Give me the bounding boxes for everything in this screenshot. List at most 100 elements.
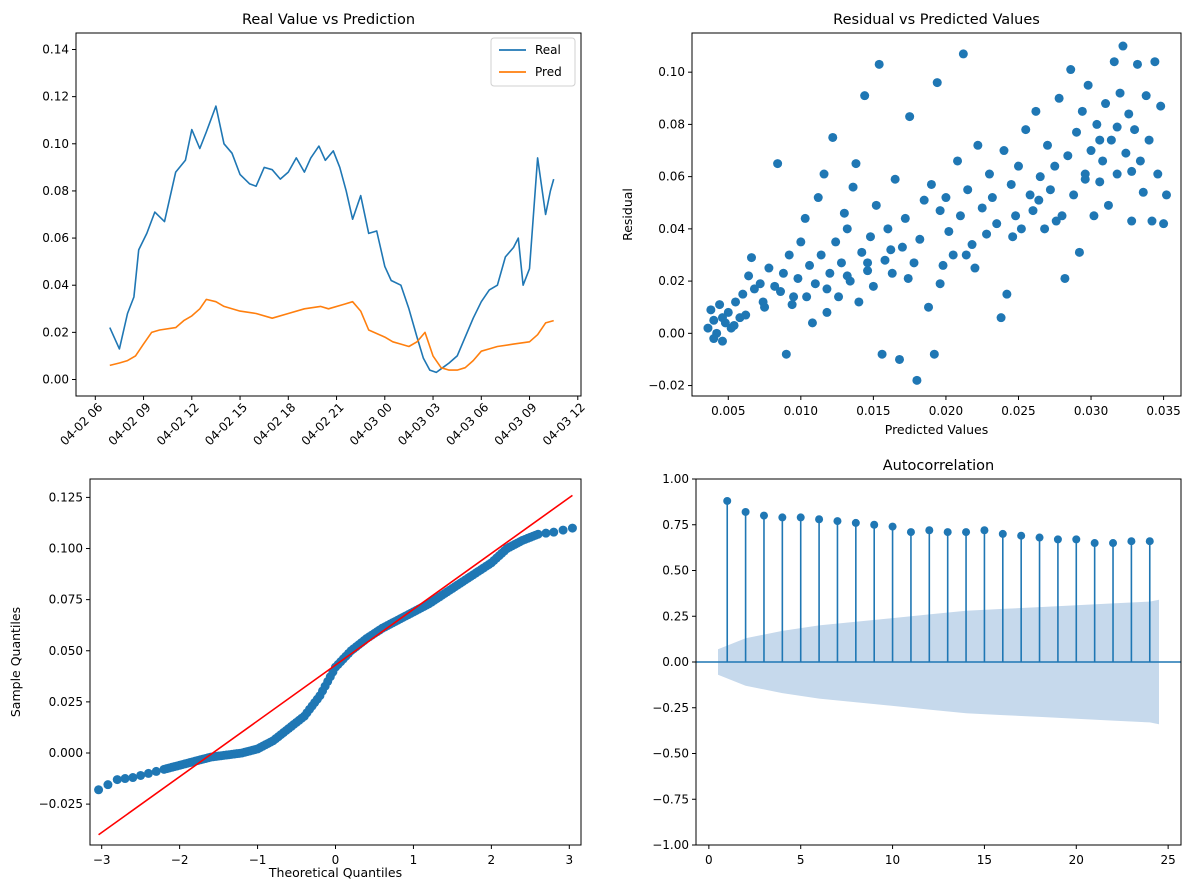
- x-tick-label: 0.035: [1146, 404, 1180, 418]
- data-point: [1103, 200, 1113, 210]
- data-point: [848, 182, 858, 192]
- data-point: [932, 78, 942, 88]
- data-point: [825, 268, 835, 278]
- data-point: [854, 297, 864, 307]
- y-tick-label: 0.04: [42, 278, 69, 292]
- data-point: [903, 273, 913, 283]
- stem-marker: [815, 515, 824, 524]
- data-point: [567, 523, 577, 533]
- data-point: [883, 224, 893, 234]
- data-point: [1156, 101, 1166, 111]
- series-line-pred: [109, 298, 554, 371]
- y-tick-label: 0.00: [658, 326, 685, 340]
- data-point: [103, 780, 113, 790]
- data-point: [1066, 65, 1076, 75]
- data-point: [1050, 161, 1060, 171]
- x-tick-label: 04-02 12: [154, 400, 202, 448]
- y-tick-label: 0.02: [658, 274, 685, 288]
- stem-marker: [925, 526, 934, 535]
- y-tick-label: 0.06: [42, 231, 69, 245]
- data-point: [1159, 219, 1169, 229]
- data-point: [886, 245, 896, 255]
- data-point: [1080, 174, 1090, 184]
- data-point: [741, 310, 751, 320]
- x-tick-label: 0.015: [856, 404, 890, 418]
- data-point: [773, 159, 783, 169]
- data-point: [1118, 41, 1128, 51]
- data-point: [717, 313, 727, 323]
- y-tick-label: 0.06: [658, 170, 685, 184]
- x-tick-label: 04-02 21: [299, 400, 347, 448]
- data-point: [987, 193, 997, 203]
- stem-marker: [888, 522, 897, 531]
- data-point: [822, 307, 832, 317]
- stem-marker: [998, 529, 1007, 538]
- panel-3: −0.025 0.000 0.025 0.050 0.075 0.100 0.125 −3 −2…: [8, 478, 582, 880]
- data-point: [851, 159, 861, 169]
- x-tick-label: 04-03 00: [347, 400, 395, 448]
- data-point: [112, 775, 122, 785]
- data-point: [706, 305, 716, 315]
- data-point: [1045, 185, 1055, 195]
- y-tick-label: 0.075: [49, 593, 83, 607]
- data-point: [865, 232, 875, 242]
- data-point: [128, 773, 138, 783]
- data-point: [1077, 106, 1087, 116]
- data-point: [1054, 93, 1064, 103]
- data-point: [863, 258, 873, 268]
- data-point: [1121, 148, 1131, 158]
- data-point: [1060, 273, 1070, 283]
- data-point: [796, 237, 806, 247]
- data-point: [1124, 109, 1134, 119]
- x-tick-label: 1: [410, 853, 418, 867]
- y-tick-label: 0.14: [42, 43, 69, 57]
- stem-marker: [723, 496, 732, 505]
- y-tick-label: 1.00: [662, 472, 689, 486]
- data-point: [1072, 127, 1082, 137]
- data-point: [1074, 247, 1084, 257]
- data-point: [1161, 190, 1171, 200]
- y-tick-label: −0.75: [652, 792, 689, 806]
- data-point: [1115, 88, 1125, 98]
- data-point: [709, 334, 719, 344]
- data-point: [822, 284, 832, 294]
- data-point: [868, 281, 878, 291]
- data-point: [905, 112, 915, 122]
- x-tick-label: 0.025: [1001, 404, 1035, 418]
- stem-marker: [870, 520, 879, 529]
- data-point: [802, 292, 812, 302]
- data-point: [738, 289, 748, 299]
- data-point: [953, 156, 963, 166]
- x-tick-label: 04-03 03: [395, 400, 443, 448]
- y-tick-label: 0.08: [42, 184, 69, 198]
- data-point: [1008, 232, 1018, 242]
- data-point: [778, 268, 788, 278]
- panel-2: Residual vs Predicted Values −0.02 0.00 0.0…: [620, 12, 1182, 437]
- data-point: [977, 203, 987, 213]
- data-point: [1021, 125, 1031, 135]
- data-point: [1092, 119, 1102, 129]
- y-tick-label: 0.02: [42, 325, 69, 339]
- x-tick-label: 5: [797, 853, 805, 867]
- data-point: [776, 287, 786, 297]
- data-point: [1135, 156, 1145, 166]
- data-point: [897, 242, 907, 252]
- data-point: [1063, 151, 1073, 161]
- data-point: [717, 336, 727, 346]
- data-point: [1144, 135, 1154, 145]
- data-point: [703, 323, 713, 333]
- x-tick-label: 0: [332, 853, 340, 867]
- data-point: [955, 211, 965, 221]
- data-point: [1138, 187, 1148, 197]
- y-tick-label: 0.25: [662, 609, 689, 623]
- data-point: [731, 297, 741, 307]
- data-point: [877, 349, 887, 359]
- data-point: [533, 529, 543, 539]
- data-point: [887, 268, 897, 278]
- data-point: [94, 785, 104, 795]
- stem-marker: [851, 518, 860, 527]
- data-point: [963, 185, 973, 195]
- data-point: [120, 774, 130, 784]
- data-point: [1112, 169, 1122, 179]
